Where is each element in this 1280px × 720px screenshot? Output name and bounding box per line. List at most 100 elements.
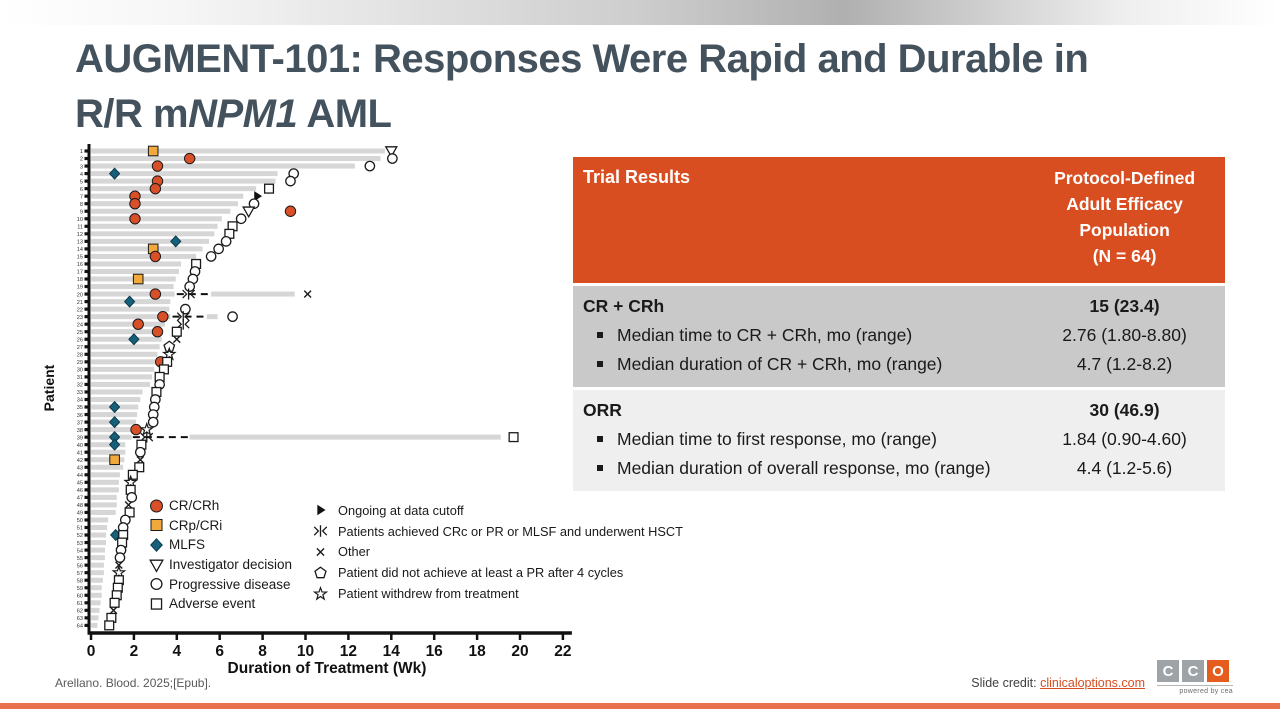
y-tick xyxy=(84,179,90,183)
y-tick xyxy=(84,232,90,236)
y-tick xyxy=(84,571,90,575)
logo-tagline: powered by cea xyxy=(1157,685,1233,695)
x-tick-label: 20 xyxy=(511,643,528,660)
patient-id-label: 20 xyxy=(77,292,83,298)
patient-id-label: 27 xyxy=(77,345,83,351)
legend-item-mlfs: MLFS xyxy=(148,535,378,555)
x-axis-label: Duration of Treatment (Wk) xyxy=(228,660,427,677)
y-tick xyxy=(84,548,90,552)
title-line2-prefix: R/R m xyxy=(75,92,189,136)
treatment-bar xyxy=(91,449,126,455)
top-gradient-bar xyxy=(0,0,1280,25)
treatment-bar xyxy=(91,577,103,583)
logo-letter-o: O xyxy=(1207,660,1229,682)
treatment-bar xyxy=(91,487,119,493)
value-median-time: 2.76 (1.80-8.80) xyxy=(1062,325,1187,345)
logo-letter-c2: C xyxy=(1182,660,1204,682)
square-bullet-icon xyxy=(597,361,603,367)
treatment-bar xyxy=(91,585,102,591)
y-tick xyxy=(84,510,90,515)
y-tick xyxy=(84,367,90,371)
y-tick xyxy=(84,420,90,424)
legend-item-hsct: Patients achieved CRc or PR or MLSF and … xyxy=(312,521,742,542)
y-tick xyxy=(84,262,90,266)
x-tick-label: 10 xyxy=(297,643,314,660)
treatment-bar xyxy=(91,570,104,576)
treatment-bar xyxy=(91,540,107,546)
treatment-bar xyxy=(91,344,160,350)
y-tick xyxy=(84,322,90,326)
row-title: CR + CRh xyxy=(583,296,665,316)
patient-id-label: 58 xyxy=(77,578,83,584)
x-tick-label: 16 xyxy=(426,643,444,660)
cco-logo: C C O powered by cea xyxy=(1157,660,1233,695)
clinicaloptions-link[interactable]: clinicaloptions.com xyxy=(1040,676,1145,690)
y-tick xyxy=(84,284,90,289)
patient-id-label: 24 xyxy=(77,322,83,328)
y-tick xyxy=(84,488,90,492)
treatment-bar xyxy=(91,201,238,207)
treatment-bar xyxy=(91,253,197,259)
patient-id-label: 32 xyxy=(77,383,83,389)
patient-id-label: 18 xyxy=(77,277,83,283)
treatment-bar xyxy=(91,525,108,530)
table-row-cr-crh: CR + CRh Median time to CR + CRh, mo (ra… xyxy=(573,283,1225,387)
patient-id-label: 33 xyxy=(77,390,83,396)
legend-item-crc: CR/CRh xyxy=(148,496,378,516)
patient-id-label: 62 xyxy=(77,609,83,615)
x-tick-label: 22 xyxy=(554,643,571,660)
legend-label: MLFS xyxy=(169,537,206,553)
treatment-bar xyxy=(91,472,120,478)
patient-id-label: 59 xyxy=(77,586,83,592)
treatment-bar xyxy=(91,532,107,538)
x-tick-label: 18 xyxy=(468,643,486,660)
patient-id-label: 10 xyxy=(77,217,83,223)
patient-id-label: 41 xyxy=(77,450,83,456)
patient-id-label: 3 xyxy=(80,164,83,170)
y-tick xyxy=(84,503,90,507)
mlfs-icon xyxy=(150,538,163,552)
treatment-bar xyxy=(91,148,385,154)
legend-item-ong: Ongoing at data cutoff xyxy=(312,500,742,521)
y-tick xyxy=(84,352,90,356)
treatment-bar xyxy=(91,336,162,342)
treatment-bar xyxy=(91,607,100,613)
pd-icon xyxy=(150,578,163,591)
patient-id-label: 31 xyxy=(77,375,83,381)
hsct-icon xyxy=(313,525,328,537)
patient-id-label: 51 xyxy=(77,526,83,532)
y-tick xyxy=(84,269,90,274)
legend-label: Patient did not achieve at least a PR af… xyxy=(338,565,624,581)
patient-id-label: 16 xyxy=(77,262,83,268)
legend-item-oth: Other xyxy=(312,542,742,563)
y-tick xyxy=(84,382,90,387)
treatment-bar xyxy=(91,389,143,395)
y-tick xyxy=(84,623,90,627)
inv-icon xyxy=(149,559,164,573)
patient-id-label: 38 xyxy=(77,428,83,434)
patient-id-label: 26 xyxy=(77,337,83,343)
treatment-bar xyxy=(91,427,134,433)
bullet-item: Median time to CR + CRh, mo (range) xyxy=(583,321,1024,350)
legend-label: Patient withdrew from treatment xyxy=(338,586,519,602)
patient-id-label: 2 xyxy=(80,157,83,163)
treatment-bar xyxy=(91,186,257,192)
treatment-bar xyxy=(91,374,153,380)
y-tick xyxy=(84,593,90,597)
patient-id-label: 30 xyxy=(77,368,83,374)
patient-id-label: 44 xyxy=(77,473,83,479)
treatment-bar-resumed xyxy=(206,314,218,320)
y-tick xyxy=(84,171,90,176)
patient-id-label: 50 xyxy=(77,518,83,524)
legend-item-ae: Adverse event xyxy=(148,594,378,614)
treatment-bar xyxy=(91,442,126,448)
treatment-bar xyxy=(91,509,116,515)
treatment-bar xyxy=(91,351,158,357)
y-tick xyxy=(84,473,90,477)
title-line1: AUGMENT-101: Responses Were Rapid and Du… xyxy=(75,37,1089,81)
patient-id-label: 64 xyxy=(77,624,83,630)
y-tick xyxy=(84,194,90,198)
x-tick-label: 0 xyxy=(87,643,96,660)
treatment-bar xyxy=(91,208,231,214)
y-tick xyxy=(84,315,90,319)
